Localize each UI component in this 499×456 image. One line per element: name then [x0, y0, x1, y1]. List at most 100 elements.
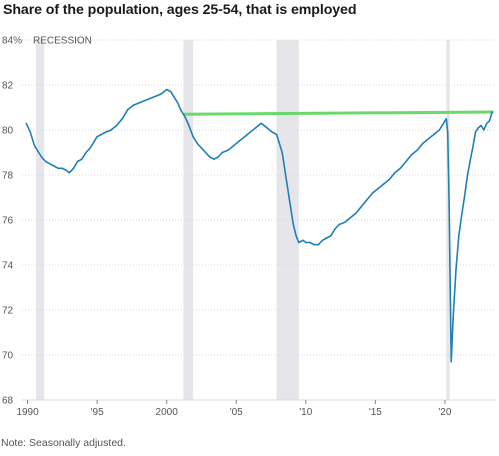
reference-line-group [183, 110, 494, 116]
x-tick-label: '05 [230, 407, 243, 418]
data-point [25, 122, 27, 125]
data-point [472, 147, 474, 149]
data-point [166, 88, 168, 91]
data-point [266, 127, 268, 129]
recession-band [276, 40, 299, 400]
x-tick-label: '20 [438, 407, 451, 418]
data-point [68, 172, 71, 174]
x-tick-label: '10 [299, 407, 312, 418]
data-point [170, 91, 172, 93]
data-point [85, 151, 87, 154]
y-tick-label: 84% [2, 36, 22, 47]
data-point [96, 136, 98, 138]
x-tick-label: 2000 [156, 407, 179, 418]
data-point [383, 183, 385, 185]
data-point [326, 237, 328, 239]
data-point [72, 167, 75, 169]
data-point [45, 160, 47, 163]
y-axis-ticks: 68 70 72 74 76 78 80 82 84% [2, 36, 22, 407]
recession-label: RECESSION [33, 36, 92, 47]
data-point [448, 201, 450, 203]
data-point [330, 235, 332, 237]
data-point [260, 122, 262, 125]
data-point [38, 151, 40, 154]
data-point [422, 142, 424, 145]
data-point [275, 133, 278, 136]
chart-title: Share of the population, ages 25-54, tha… [3, 2, 357, 18]
data-point [204, 151, 207, 154]
data-point [455, 268, 457, 271]
data-point [416, 149, 418, 151]
data-point [305, 241, 307, 244]
x-tick-label: '15 [369, 407, 382, 418]
y-tick-label: 82 [2, 81, 14, 92]
data-point [188, 124, 190, 127]
data-point [227, 149, 229, 151]
data-point [466, 176, 468, 178]
data-point [477, 127, 479, 129]
x-tick-label: 1990 [16, 407, 39, 418]
footnote: Note: Seasonally adjusted. [1, 437, 126, 449]
data-point [29, 131, 31, 133]
data-point [177, 102, 179, 104]
data-point [334, 228, 336, 230]
data-point [302, 239, 304, 241]
data-point [438, 129, 441, 131]
data-point [285, 178, 287, 181]
data-point [143, 100, 146, 102]
data-point [100, 133, 103, 136]
data-point [289, 205, 292, 208]
data-point [104, 131, 107, 133]
data-point [61, 167, 63, 169]
data-point [349, 217, 351, 219]
data-point [317, 244, 319, 246]
data-point [360, 205, 363, 208]
data-point [213, 158, 215, 160]
data-point [427, 138, 429, 140]
data-point [238, 140, 240, 142]
y-tick-label: 72 [2, 306, 14, 317]
data-point [172, 95, 175, 98]
data-point [232, 145, 235, 147]
data-point [486, 122, 488, 125]
data-point [255, 127, 257, 129]
data-point [292, 223, 294, 226]
data-point [491, 111, 493, 113]
data-point [450, 361, 452, 363]
data-point [221, 151, 223, 154]
data-point [76, 160, 79, 163]
data-point [33, 145, 36, 147]
data-point [309, 241, 311, 244]
data-point [209, 156, 211, 158]
data-point [93, 140, 96, 142]
data-point [399, 167, 402, 169]
data-point [81, 158, 83, 160]
data-point [49, 163, 51, 165]
data-point [89, 147, 91, 149]
data-point [469, 160, 471, 163]
data-point [243, 136, 246, 138]
data-point [445, 118, 447, 120]
recession-band [183, 40, 194, 400]
y-tick-label: 78 [2, 171, 14, 182]
data-point [149, 97, 151, 100]
data-point [249, 131, 251, 133]
data-point [452, 313, 454, 316]
data-point [388, 178, 390, 181]
data-point [40, 156, 43, 158]
y-tick-label: 68 [2, 396, 14, 407]
data-point [480, 124, 482, 127]
data-point [366, 199, 368, 201]
data-point [200, 147, 203, 149]
x-axis-ticks: 1990 '95 2000 '05 '10 '15 '20 [16, 400, 452, 418]
y-tick-label: 80 [2, 126, 14, 137]
x-tick-label: '95 [91, 407, 104, 418]
data-point [57, 167, 59, 169]
data-point [338, 223, 340, 226]
data-point [281, 151, 283, 154]
data-point [474, 131, 477, 133]
data-point [344, 221, 346, 223]
data-point [154, 95, 157, 98]
data-point [313, 244, 315, 246]
